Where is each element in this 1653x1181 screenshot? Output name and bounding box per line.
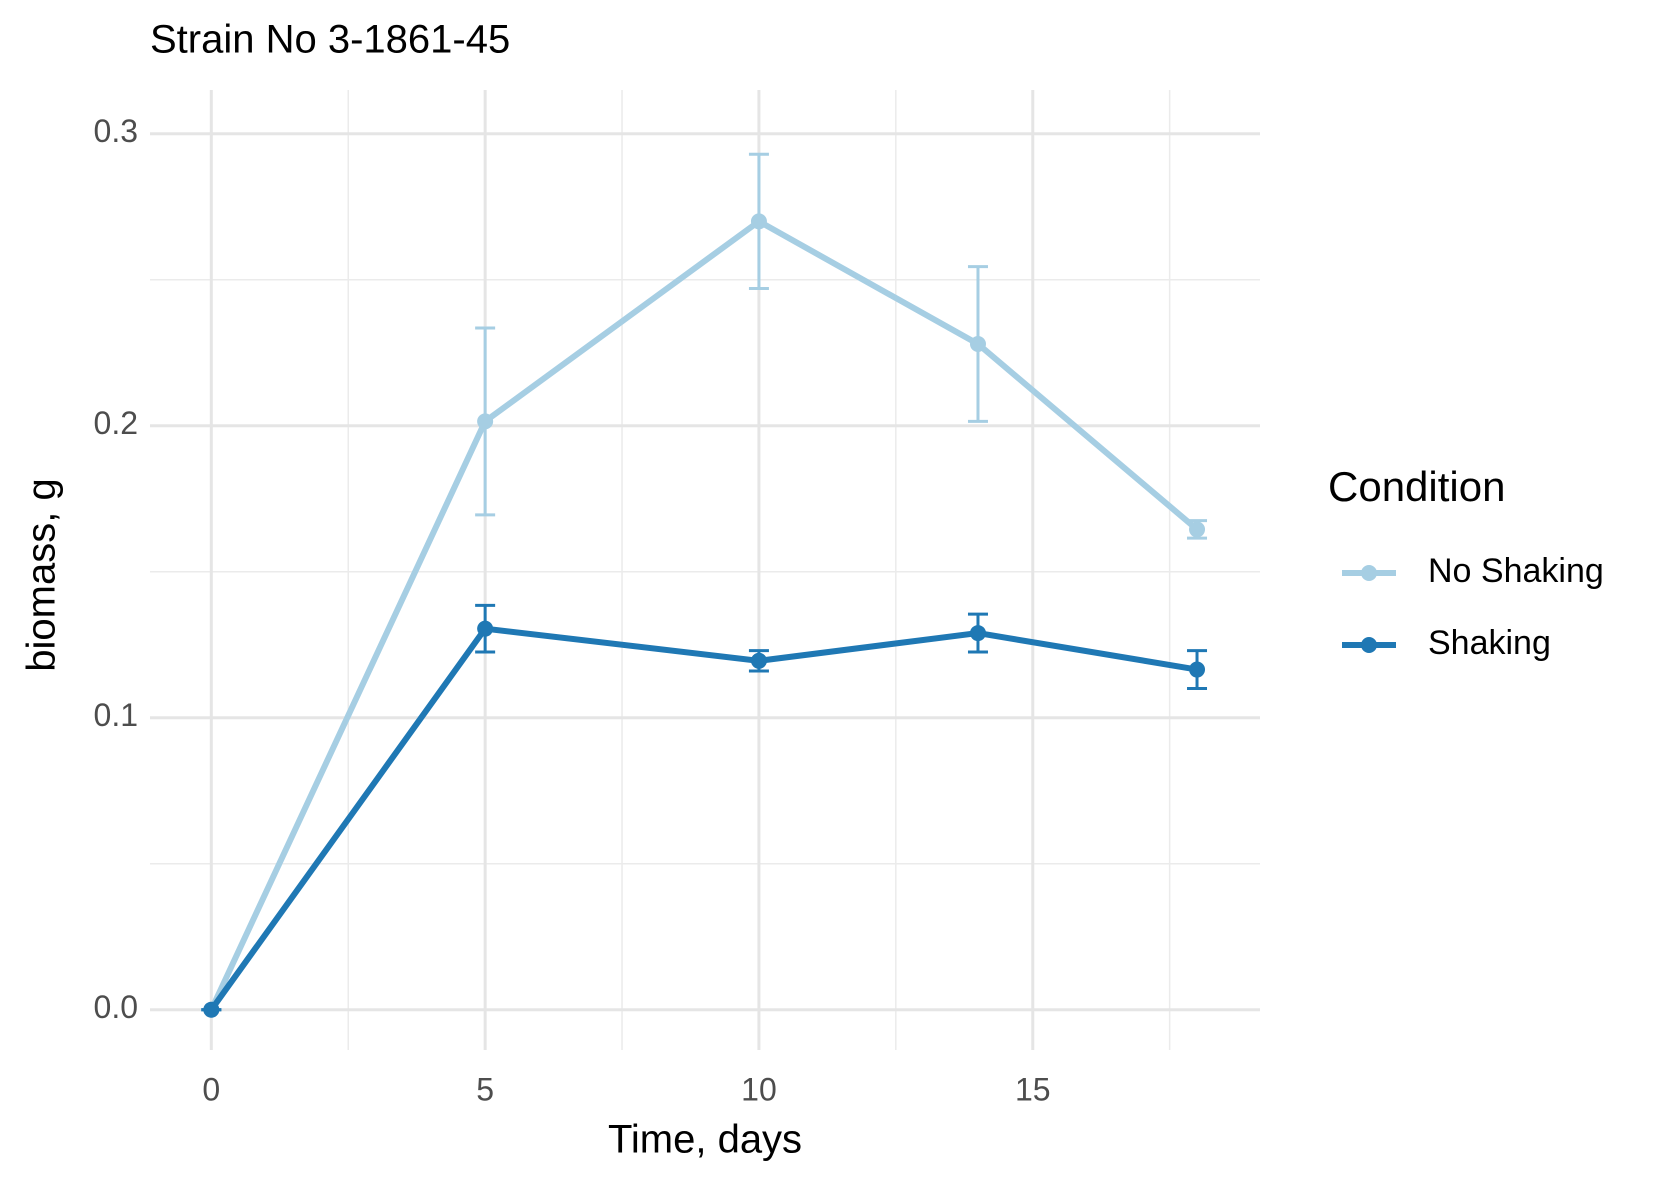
point xyxy=(750,213,767,230)
line xyxy=(208,217,1199,1011)
x-axis-label: Time, days xyxy=(608,1118,802,1162)
point xyxy=(969,336,986,353)
legend-label: No Shaking xyxy=(1428,552,1604,590)
point xyxy=(477,620,494,637)
point xyxy=(1189,661,1206,678)
point xyxy=(1189,521,1206,538)
x-tick-label: 15 xyxy=(1015,1071,1051,1107)
point xyxy=(203,1001,220,1018)
y-tick-label: 0.2 xyxy=(94,405,138,441)
point xyxy=(969,625,986,642)
legend-swatch xyxy=(1361,565,1377,581)
legend-title: Condition xyxy=(1328,463,1505,510)
point xyxy=(750,652,767,669)
x-tick-label: 10 xyxy=(741,1071,777,1107)
y-tick-label: 0.0 xyxy=(94,989,138,1025)
legend-swatch xyxy=(1361,637,1377,653)
x-tick-label: 5 xyxy=(476,1071,494,1107)
x-tick-label: 0 xyxy=(202,1071,220,1107)
y-axis-label: biomass, g xyxy=(20,478,64,671)
point xyxy=(477,413,494,430)
y-tick-label: 0.1 xyxy=(94,697,138,733)
y-tick-label: 0.3 xyxy=(94,113,138,149)
chart-title: Strain No 3-1861-45 xyxy=(150,18,510,62)
legend-label: Shaking xyxy=(1428,624,1551,662)
